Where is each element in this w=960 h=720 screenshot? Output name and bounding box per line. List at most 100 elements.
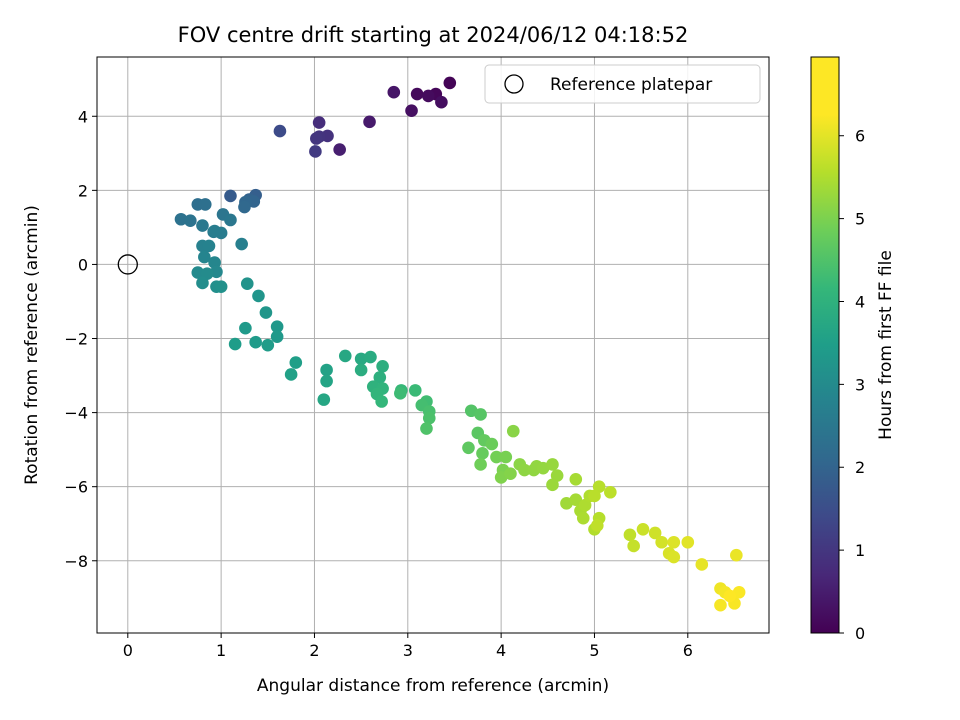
- colorbar-tick-label-5: 5: [855, 210, 865, 229]
- data-point-118: [695, 558, 709, 571]
- x-tick-label-3: 3: [403, 641, 413, 660]
- y-axis-ticks: −8 −6 −4 −2 0 2 4: [64, 107, 97, 571]
- data-point-2: [410, 87, 424, 101]
- data-point-4: [435, 95, 448, 109]
- colorbar-tick-label-0: 0: [855, 624, 865, 643]
- data-point-93: [546, 458, 559, 471]
- data-point-113: [655, 535, 668, 549]
- legend: Reference platepar: [484, 64, 761, 104]
- data-point-52: [284, 368, 298, 381]
- data-point-82: [490, 450, 503, 464]
- data-point-119: [730, 548, 743, 562]
- data-point-55: [317, 393, 331, 406]
- data-point-75: [474, 408, 487, 421]
- data-point-100: [576, 511, 590, 525]
- data-point-46: [270, 330, 284, 343]
- x-tick-label-6: 6: [683, 641, 693, 660]
- data-point-108: [590, 519, 604, 532]
- data-point-68: [394, 387, 407, 400]
- data-point-33: [202, 239, 216, 253]
- x-axis-ticks: 0 1 2 3 4 5 6: [123, 633, 693, 660]
- colorbar-tick-label-3: 3: [855, 375, 865, 394]
- y-tick-label-2: −4: [64, 404, 88, 423]
- plot-frame: [96, 56, 770, 634]
- data-point-15: [224, 189, 237, 203]
- x-tick-label-2: 2: [309, 641, 319, 660]
- data-point-20: [238, 200, 251, 214]
- data-point-22: [198, 198, 212, 211]
- data-point-65: [375, 395, 388, 408]
- colorbar-tick-label-4: 4: [855, 292, 865, 311]
- data-point-50: [228, 337, 242, 351]
- data-point-112: [648, 526, 662, 540]
- data-point-49: [261, 338, 275, 352]
- data-point-80: [485, 437, 499, 451]
- data-point-111: [636, 522, 650, 536]
- data-point-9: [312, 116, 326, 129]
- data-point-107: [604, 485, 617, 499]
- data-point-7: [363, 115, 376, 129]
- y-axis-label: Rotation from reference (arcmin): [22, 205, 42, 485]
- data-point-30: [208, 224, 221, 238]
- x-tick-label-1: 1: [216, 641, 226, 660]
- x-axis-label: Angular distance from reference (arcmin): [257, 676, 609, 696]
- data-point-87: [506, 424, 520, 438]
- x-tick-label-5: 5: [589, 641, 599, 660]
- data-point-8: [333, 143, 346, 156]
- data-point-109: [623, 528, 637, 542]
- x-tick-label-4: 4: [496, 641, 506, 660]
- data-point-36: [210, 265, 223, 279]
- data-point-60: [376, 359, 389, 373]
- colorbar-tick-label-6: 6: [855, 127, 865, 146]
- colorbar-ticks: 0 1 2 3 4 5 6: [839, 127, 865, 643]
- data-point-67: [408, 384, 422, 397]
- data-point-51: [289, 356, 303, 369]
- colorbar-tick-label-2: 2: [855, 458, 865, 477]
- data-point-73: [420, 422, 433, 435]
- data-point-89: [518, 463, 531, 477]
- y-tick-label-1: −6: [64, 478, 88, 497]
- data-point-86: [504, 467, 517, 481]
- data-point-122: [714, 598, 727, 612]
- data-point-54: [320, 374, 333, 388]
- data-point-45: [270, 320, 284, 333]
- data-point-37: [191, 266, 205, 279]
- data-point-23: [174, 212, 188, 226]
- data-point-72: [422, 411, 436, 425]
- data-point-31: [235, 237, 248, 251]
- grid-lines: [97, 57, 769, 633]
- colorbar-gradient: [810, 56, 840, 634]
- colorbar-tick-label-1: 1: [855, 541, 865, 560]
- data-point-79: [476, 447, 489, 460]
- data-point-27: [196, 219, 209, 232]
- data-point-97: [569, 493, 583, 506]
- data-point-125: [723, 589, 737, 603]
- data-point-95: [546, 478, 559, 492]
- colorbar-label: Hours from first FF file: [876, 250, 896, 440]
- reference-point: [117, 254, 138, 275]
- data-points: [174, 76, 746, 612]
- data-point-44: [259, 306, 273, 319]
- x-tick-label-0: 0: [123, 641, 133, 660]
- data-point-77: [462, 441, 475, 455]
- data-point-41: [214, 280, 228, 293]
- chart-title: FOV centre drift starting at 2024/06/12 …: [178, 23, 689, 47]
- data-point-26: [224, 213, 237, 227]
- data-point-57: [354, 352, 368, 366]
- data-point-116: [667, 535, 681, 549]
- data-point-110: [627, 539, 640, 553]
- data-point-5: [405, 104, 418, 118]
- data-point-117: [681, 535, 695, 549]
- data-point-42: [240, 277, 254, 290]
- legend-entry-label: Reference platepar: [550, 75, 712, 95]
- y-tick-label-0: −8: [64, 552, 88, 571]
- data-point-48: [249, 335, 262, 349]
- data-point-47: [239, 321, 252, 335]
- legend-box: [484, 64, 761, 104]
- reference-marker: [117, 254, 138, 275]
- y-tick-label-3: −2: [64, 330, 88, 349]
- data-point-106: [588, 489, 601, 503]
- data-point-6: [387, 85, 401, 99]
- data-point-58: [364, 350, 377, 364]
